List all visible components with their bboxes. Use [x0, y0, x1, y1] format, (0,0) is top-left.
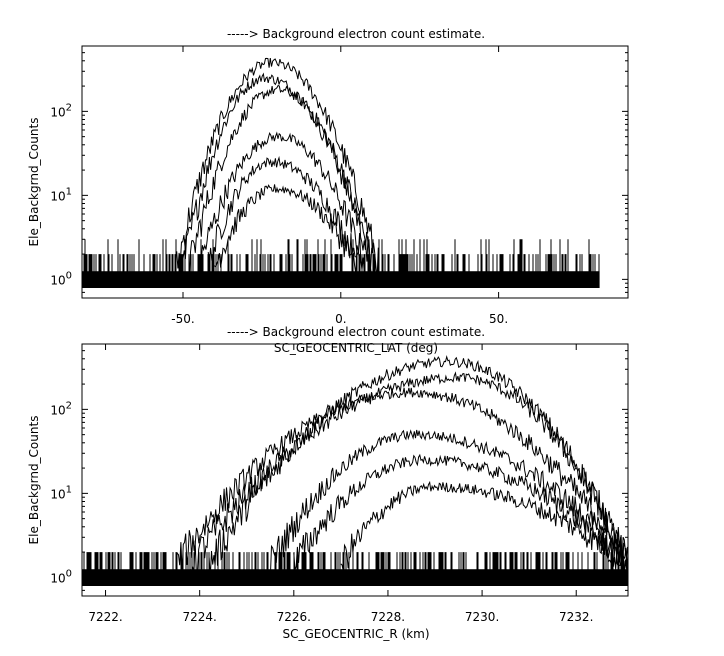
- x-axis-label: SC_GEOCENTRIC_R (km): [283, 627, 430, 641]
- noise-floor-band: [82, 569, 628, 586]
- series-line: [176, 57, 379, 279]
- series-line: [175, 387, 628, 574]
- x-tick-label: 0.: [335, 312, 346, 326]
- x-tick-label: 7226.: [277, 610, 311, 624]
- x-tick-label: 7224.: [182, 610, 216, 624]
- x-tick-label: 7232.: [559, 610, 593, 624]
- series-line: [269, 429, 629, 581]
- x-tick-label: -50.: [171, 312, 194, 326]
- series-line: [188, 84, 373, 281]
- series-line: [189, 371, 628, 576]
- x-tick-label: 7230.: [465, 610, 499, 624]
- series-line: [293, 453, 628, 577]
- y-axis-label: Ele_Backgrnd_Counts: [27, 416, 41, 545]
- noise-floor-band: [82, 271, 600, 288]
- chart-title: -----> Background electron count estimat…: [227, 27, 485, 41]
- series-line: [340, 480, 629, 574]
- series-line: [207, 155, 360, 274]
- x-tick-label: 7228.: [371, 610, 405, 624]
- series-line: [198, 131, 367, 275]
- tick-group: -50. 0. 50. 100 101 102: [50, 45, 628, 326]
- x-tick-label: 50.: [489, 312, 508, 326]
- series-group: [81, 57, 600, 288]
- y-tick-label: 101: [50, 186, 72, 203]
- panel-radius: -----> Background electron count estimat…: [27, 325, 629, 641]
- y-tick-label: 100: [50, 270, 72, 287]
- plot-frame: [81, 45, 629, 299]
- chart-title: -----> Background electron count estimat…: [227, 325, 485, 339]
- y-tick-label: 100: [50, 568, 72, 585]
- y-tick-label: 102: [50, 400, 72, 417]
- y-tick-label: 101: [50, 484, 72, 501]
- tick-group: 7222. 7224. 7226. 7228. 7230. 7232. 100 101 102: [50, 343, 628, 624]
- plot-frame: [81, 343, 629, 597]
- series-line: [214, 184, 357, 268]
- x-tick-label: 7222.: [88, 610, 122, 624]
- x-axis-label: SC_GEOCENTRIC_LAT (deg): [274, 341, 438, 355]
- series-group: [81, 354, 629, 586]
- y-tick-label: 102: [50, 102, 72, 119]
- y-axis-label: Ele_Backgrnd_Counts: [27, 118, 41, 247]
- series-line: [208, 354, 629, 577]
- panel-latitude: -----> Background electron count estimat…: [27, 27, 629, 355]
